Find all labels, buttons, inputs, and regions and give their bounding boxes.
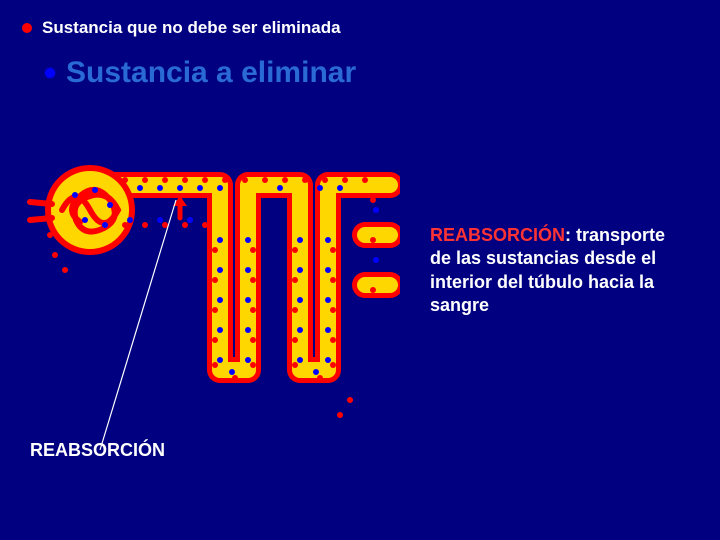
legend-label-keep: Sustancia que no debe ser eliminada — [42, 18, 341, 38]
legend-item-keep: Sustancia que no debe ser eliminada — [22, 18, 341, 38]
legend-label-eliminate: Sustancia a eliminar — [66, 56, 356, 90]
nephron-diagram — [20, 140, 400, 420]
description-term: REABSORCIÓN — [430, 225, 565, 245]
description-colon: : — [565, 225, 576, 245]
legend-item-eliminate: Sustancia a eliminar — [44, 56, 356, 90]
description-block: REABSORCIÓN: transporte de las sustancia… — [430, 224, 690, 318]
bottom-label: REABSORCIÓN — [30, 440, 165, 461]
legend-dot-blue — [44, 67, 56, 79]
legend-dot-red — [22, 23, 32, 33]
